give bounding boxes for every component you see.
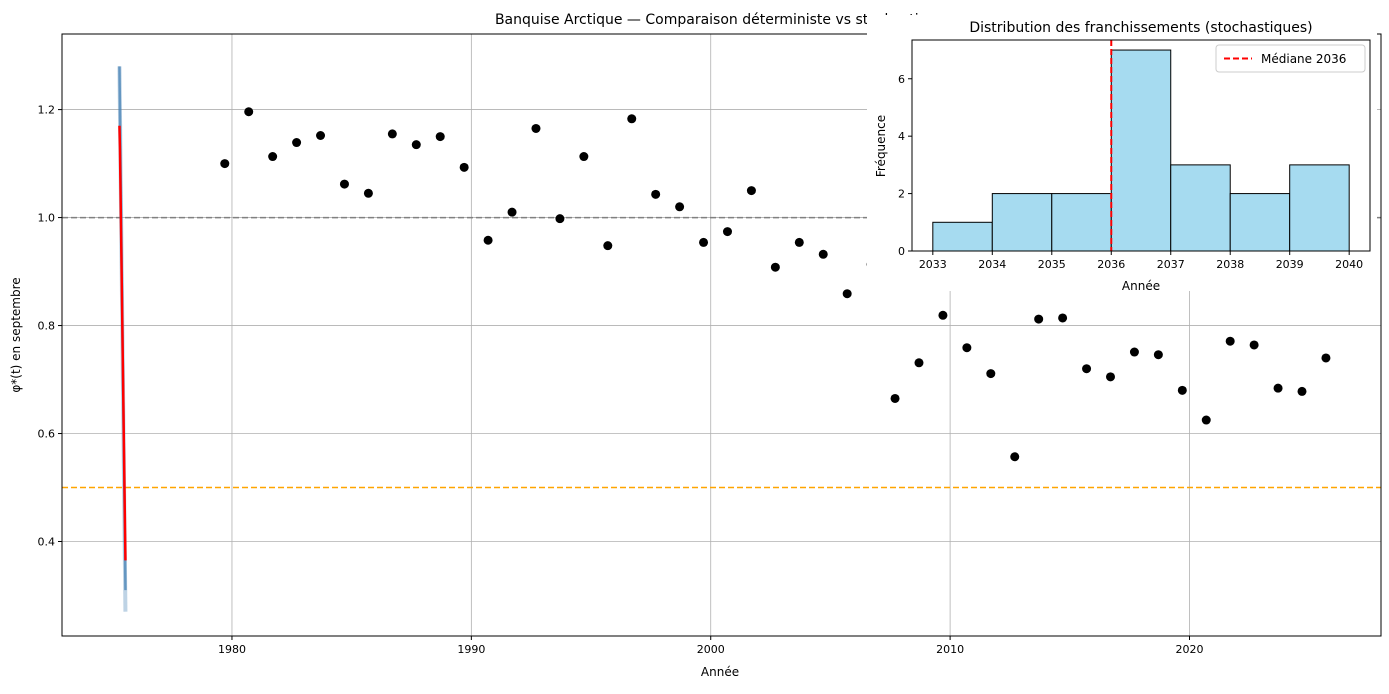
inset-x-axis-label: Année xyxy=(1122,279,1160,293)
observation-point xyxy=(699,237,709,247)
observation-point xyxy=(387,129,397,139)
observation-point xyxy=(890,393,900,403)
observation-point xyxy=(555,214,565,224)
inset-y-tick-label: 2 xyxy=(898,188,905,201)
plot-frame xyxy=(61,33,1382,637)
observation-point xyxy=(579,152,589,162)
observation-point xyxy=(1201,415,1211,425)
main-chart: 1980 1990 2000 2010 2020 0.4 0.6 0.8 1.0 1.2 Banqu… xyxy=(9,12,1382,679)
observation-point xyxy=(1105,372,1115,382)
inset-frame xyxy=(911,39,1371,252)
observation-point xyxy=(1129,347,1139,357)
observation-point xyxy=(435,132,445,142)
observation-point xyxy=(292,138,302,148)
observation-point xyxy=(770,262,780,272)
inset-histogram: 2033 2034 2035 2036 2037 2038 2039 2040 0 2 4 6 Dist… xyxy=(867,15,1377,293)
observation-point xyxy=(1153,350,1163,360)
x-tick-label: 2010 xyxy=(936,643,964,656)
observation-point xyxy=(411,140,421,150)
inset-x-tick-label: 2034 xyxy=(978,258,1006,271)
observation-point xyxy=(651,189,661,199)
observation-point xyxy=(1010,452,1020,462)
x-tick-label: 1990 xyxy=(457,643,485,656)
histogram-bar xyxy=(991,193,1053,252)
observation-point xyxy=(842,289,852,299)
histogram-bar xyxy=(1229,193,1291,252)
observation-point xyxy=(675,202,685,212)
observation-point xyxy=(268,152,278,162)
legend-box xyxy=(1215,44,1366,73)
legend-label: Médiane 2036 xyxy=(1261,52,1346,66)
observation-point xyxy=(603,241,613,251)
inset-x-tick-label: 2035 xyxy=(1038,258,1066,271)
observation-point xyxy=(962,343,972,353)
histogram-bar xyxy=(1289,164,1350,252)
inset-title: Distribution des franchissements (stocha… xyxy=(969,20,1312,36)
observation-point xyxy=(1297,386,1307,396)
observation-point xyxy=(1034,314,1044,324)
inset-y-tick-label: 0 xyxy=(898,245,905,258)
histogram-bar xyxy=(1051,193,1112,252)
inset-x-tick-label: 2037 xyxy=(1157,258,1185,271)
observation-point xyxy=(316,131,326,141)
observation-point xyxy=(507,207,517,217)
observation-point xyxy=(1249,340,1259,350)
histogram-bar xyxy=(932,221,993,252)
observation-point xyxy=(1058,313,1068,323)
observation-point xyxy=(722,227,732,237)
observation-point xyxy=(244,107,254,117)
observation-point xyxy=(794,237,804,247)
y-tick-label: 1.0 xyxy=(38,212,56,225)
observation-point xyxy=(1321,353,1331,363)
observation-point xyxy=(1225,336,1235,346)
y-tick-label: 0.4 xyxy=(38,536,56,549)
observation-point xyxy=(986,369,996,379)
histogram-bar xyxy=(1170,164,1231,252)
inset-y-tick-label: 6 xyxy=(898,73,905,86)
inset-x-tick-label: 2040 xyxy=(1335,258,1363,271)
x-tick-label: 2000 xyxy=(697,643,725,656)
y-tick-label: 1.2 xyxy=(38,104,56,117)
inset-legend: Médiane 2036 xyxy=(1215,44,1366,73)
inset-x-tick-label: 2039 xyxy=(1276,258,1304,271)
inset-y-axis-label: Fréquence xyxy=(874,115,888,177)
inset-y-tick-label: 4 xyxy=(898,130,905,143)
observation-point xyxy=(531,123,541,133)
observation-point xyxy=(459,162,469,172)
observation-point xyxy=(627,114,637,124)
observation-point xyxy=(1177,385,1187,395)
x-axis-label: Année xyxy=(701,665,739,679)
inset-x-tick-label: 2038 xyxy=(1216,258,1244,271)
observation-point xyxy=(746,186,756,196)
y-axis-label: φ*(t) en septembre xyxy=(9,277,23,392)
observation-point xyxy=(818,249,828,259)
observation-point xyxy=(483,235,493,245)
inset-x-tick-label: 2036 xyxy=(1097,258,1125,271)
inset-x-tick-label: 2033 xyxy=(919,258,947,271)
deterministic-curve xyxy=(118,125,127,561)
chart-title: Banquise Arctique — Comparaison détermin… xyxy=(495,12,945,28)
observation-point xyxy=(938,310,948,320)
x-tick-label: 1980 xyxy=(218,643,246,656)
y-tick-label: 0.6 xyxy=(38,428,56,441)
y-tick-label: 0.8 xyxy=(38,320,56,333)
x-tick-label: 2020 xyxy=(1175,643,1203,656)
observation-point xyxy=(1082,364,1092,374)
observation-point xyxy=(914,358,924,368)
observation-point xyxy=(220,159,230,169)
observation-point xyxy=(1273,383,1283,393)
observation-point xyxy=(363,188,373,198)
histogram-bar xyxy=(1110,49,1172,252)
observation-point xyxy=(339,179,349,189)
